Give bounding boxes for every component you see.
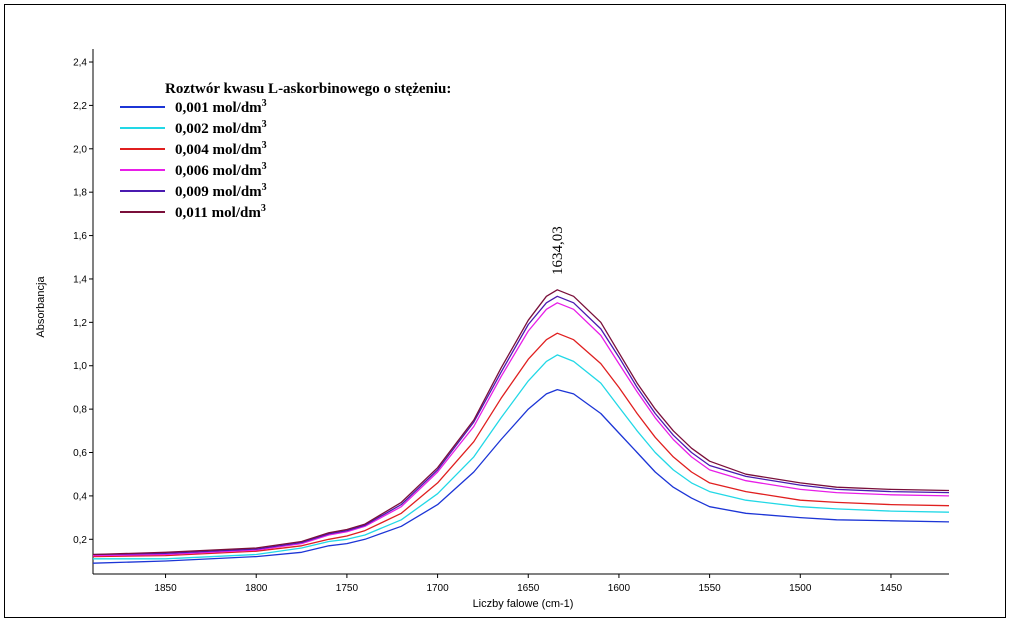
series-line-6 — [92, 289, 950, 556]
legend-entry-3: 0,004 mol/dm3 — [175, 140, 267, 158]
x-tick-label: 1550 — [698, 583, 721, 594]
y-tick-label: 0,8 — [73, 405, 87, 416]
y-tick-label: 2,4 — [73, 58, 87, 69]
x-tick-label: 1450 — [880, 583, 903, 594]
y-tick-label: 2,0 — [73, 144, 87, 155]
y-tick-label: 1,2 — [73, 318, 87, 329]
y-tick-label: 2,2 — [73, 101, 87, 112]
x-tick-label: 1750 — [336, 583, 359, 594]
legend-entry-5: 0,009 mol/dm3 — [175, 182, 267, 200]
y-tick-label: 0,4 — [73, 491, 87, 502]
plot-axes: 0,2 0,4 0,6 0,8 1,0 1,2 1,4 1,6 1,8 2,0 2,2 2,4 1850… — [73, 49, 949, 594]
series-line-4 — [92, 302, 950, 557]
absorbance-spectrum-chart: 0,2 0,4 0,6 0,8 1,0 1,2 1,4 1,6 1,8 2,0 2,2 2,4 1850… — [35, 49, 950, 610]
series-line-3 — [92, 332, 950, 558]
x-tick-label: 1800 — [245, 583, 268, 594]
x-tick-label: 1850 — [154, 583, 177, 594]
series-layer — [92, 289, 950, 564]
legend-entry-2: 0,002 mol/dm3 — [175, 119, 267, 137]
y-tick-label: 1,4 — [73, 274, 87, 285]
legend-entry-1: 0,001 mol/dm3 — [175, 98, 267, 116]
legend: Roztwór kwasu L-askorbinowego o stężeniu… — [120, 81, 451, 221]
peak-annotation: 1634,03 — [550, 226, 566, 275]
series-line-2 — [93, 354, 950, 560]
chart-frame: 0,2 0,4 0,6 0,8 1,0 1,2 1,4 1,6 1,8 2,0 2,2 2,4 1850… — [4, 4, 1006, 618]
series-line-5 — [92, 295, 950, 556]
x-tick-label: 1650 — [517, 583, 540, 594]
y-tick-label: 0,2 — [73, 535, 87, 546]
y-axis-label: Absorbancja — [35, 276, 47, 338]
y-tick-label: 1,6 — [73, 231, 87, 242]
x-tick-label: 1700 — [426, 583, 449, 594]
y-tick-label: 1,0 — [73, 361, 87, 372]
legend-title: Roztwór kwasu L-askorbinowego o stężeniu… — [165, 81, 451, 97]
series-line-1 — [92, 388, 950, 564]
x-tick-label: 1600 — [608, 583, 631, 594]
y-tick-label: 1,8 — [73, 188, 87, 199]
legend-entry-4: 0,006 mol/dm3 — [175, 161, 267, 179]
x-tick-label: 1500 — [789, 583, 812, 594]
y-tick-label: 0,6 — [73, 448, 87, 459]
legend-entry-6: 0,011 mol/dm3 — [175, 203, 266, 221]
x-axis-label: Liczby falowe (cm-1) — [473, 598, 574, 610]
